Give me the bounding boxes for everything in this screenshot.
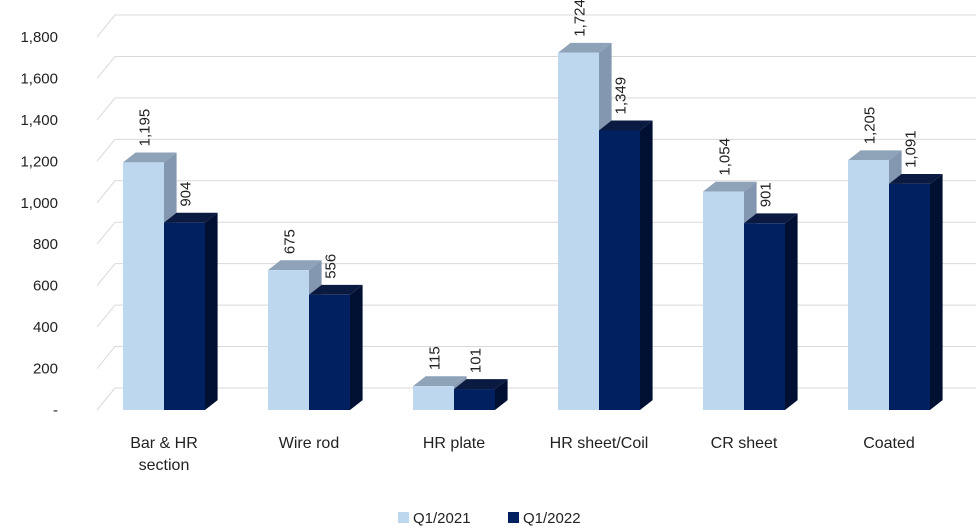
bar (454, 389, 495, 410)
bar (703, 191, 744, 410)
legend-swatch (398, 512, 409, 523)
data-label: 1,195 (137, 109, 154, 147)
bar-top (848, 150, 902, 161)
bar-top (454, 379, 508, 390)
data-label: 675 (282, 229, 299, 254)
category-label: section (139, 457, 190, 474)
bar-side (350, 284, 363, 410)
bar (889, 183, 930, 410)
bar-side (785, 213, 798, 410)
bar-side (205, 212, 218, 410)
bar (413, 386, 454, 410)
gridline (96, 138, 976, 162)
bar (744, 223, 785, 410)
legend-swatch (508, 512, 519, 523)
bar-top (164, 212, 218, 223)
data-label: 904 (178, 182, 195, 207)
category-label: HR plate (423, 435, 485, 452)
bar (309, 294, 350, 410)
y-tick-label: 1,400 (20, 112, 58, 129)
data-label: 901 (758, 182, 775, 207)
data-label: 1,205 (862, 107, 879, 145)
legend-label: Q1/2022 (523, 510, 581, 527)
category-label: Wire rod (279, 435, 339, 452)
category-label: Bar & HR (130, 435, 198, 452)
y-tick-label: - (53, 402, 58, 419)
data-label: 1,349 (613, 77, 630, 115)
y-tick-label: 1,800 (20, 29, 58, 46)
legend: Q1/2021 Q1/2022 (398, 510, 581, 527)
bar-side (495, 379, 508, 410)
bars (123, 42, 943, 411)
category-label: Coated (863, 435, 915, 452)
y-tick-label: 1,000 (20, 195, 58, 212)
bar (848, 160, 889, 410)
bar (599, 130, 640, 411)
gridline (96, 346, 976, 369)
y-tick-label: 1,600 (20, 70, 58, 87)
bar (268, 270, 309, 410)
legend-label: Q1/2021 (413, 510, 471, 527)
bar-top (889, 174, 943, 184)
category-label: HR sheet/Coil (550, 435, 649, 452)
bar (123, 162, 164, 410)
y-tick-label: 800 (33, 236, 58, 253)
data-labels: 1,195 904 675 556 115 101 1,724 1,349 1,054 901 1,… (137, 0, 920, 373)
bar-top (123, 152, 177, 163)
data-label: 101 (468, 348, 485, 373)
bar-side (930, 174, 943, 410)
y-tick-label: 1,200 (20, 153, 58, 170)
bar-top (558, 42, 612, 53)
data-label: 556 (323, 254, 340, 279)
bar-top (309, 284, 363, 295)
gridline (96, 387, 976, 411)
bar (164, 222, 205, 410)
category-label: CR sheet (711, 435, 778, 452)
bar-side (640, 120, 653, 410)
data-label: 115 (427, 346, 444, 370)
x-axis-categories: Bar & HR section Wire rod HR plate HR sheet/… (130, 435, 915, 474)
bar-top (268, 260, 322, 271)
gridline (96, 180, 976, 204)
bar-top (744, 213, 798, 224)
gridline (96, 221, 976, 245)
gridline (96, 14, 976, 38)
bar (558, 52, 599, 410)
bar-top (599, 120, 653, 131)
y-axis-ticks: - 200 400 600 800 1,000 1,200 1,400 1,600 1,800 (20, 29, 58, 419)
gridlines (96, 14, 976, 411)
y-tick-label: 200 (33, 361, 58, 378)
gridline (96, 304, 976, 328)
data-label: 1,724 (572, 0, 589, 37)
bar-top (413, 376, 467, 387)
data-label: 1,091 (903, 130, 920, 168)
gridline (96, 55, 976, 79)
y-tick-label: 600 (33, 278, 58, 295)
gridline (96, 263, 976, 286)
y-tick-label: 400 (33, 319, 58, 336)
bar-top (703, 181, 757, 192)
data-label: 1,054 (717, 138, 734, 176)
gridline (96, 97, 976, 121)
